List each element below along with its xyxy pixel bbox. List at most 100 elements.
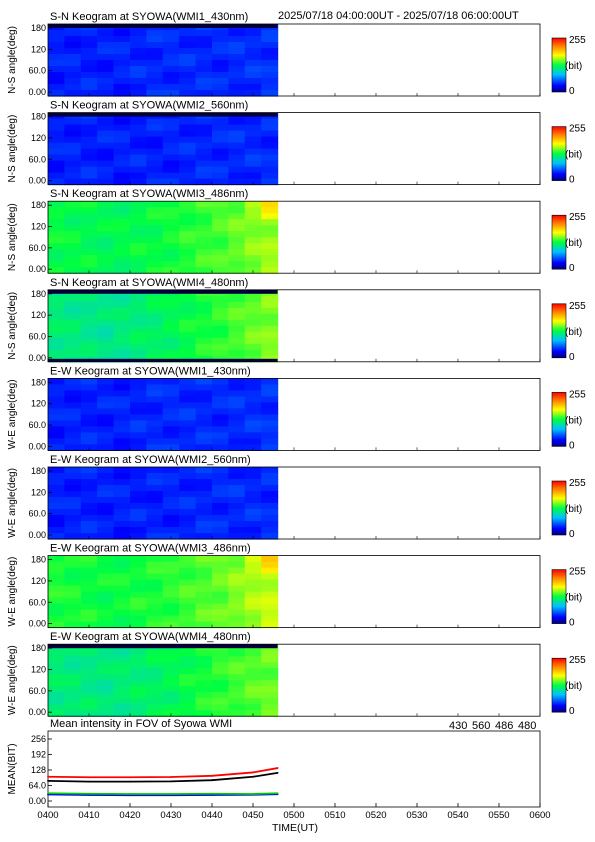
keogram-cell: [80, 60, 98, 67]
keogram-cell: [244, 66, 262, 73]
keogram-cell: [179, 396, 197, 403]
keogram-cell: [261, 561, 279, 569]
keogram-cell: [97, 60, 115, 67]
keogram-cell: [64, 704, 82, 711]
keogram-cell: [195, 432, 213, 439]
keogram-cell: [130, 60, 147, 67]
keogram-cell: [64, 78, 82, 85]
keogram-cell: [48, 473, 65, 480]
keogram-cell: [80, 267, 98, 274]
keogram-ytick-label: 0.00: [28, 87, 46, 97]
keogram-cell: [97, 698, 115, 705]
keogram-cell: [97, 432, 115, 439]
keogram-cell: [48, 561, 65, 569]
keogram-cell: [195, 201, 213, 208]
series-point-480: [129, 780, 131, 783]
keogram-cell: [212, 686, 229, 693]
series-point-480: [211, 779, 213, 782]
keogram-cell: [97, 662, 115, 669]
keogram-cell: [179, 237, 197, 244]
keogram-cell: [80, 503, 98, 510]
keogram-cell: [195, 561, 213, 569]
keogram-cell: [228, 656, 246, 663]
keogram-cell: [195, 301, 213, 309]
keogram-cell: [195, 319, 213, 327]
keogram-cell: [113, 130, 131, 138]
keogram-cell: [261, 485, 279, 492]
keogram-cell: [179, 231, 197, 238]
keogram-cell: [261, 166, 279, 174]
keogram-cell: [113, 414, 131, 421]
keogram-cell: [261, 130, 279, 138]
keogram-cell: [48, 573, 65, 581]
keogram-cell: [162, 609, 180, 617]
keogram-cell: [244, 515, 262, 522]
keogram-cell: [48, 307, 65, 315]
keogram-cell: [80, 390, 98, 397]
keogram-cell: [162, 668, 180, 675]
keogram-cell: [64, 444, 82, 451]
keogram-cell: [64, 42, 82, 49]
keogram-cell: [244, 698, 262, 705]
keogram-cell: [64, 384, 82, 391]
keogram-cell: [228, 118, 246, 126]
keogram-title: S-N Keogram at SYOWA(WMI4_480nm): [50, 277, 248, 289]
keogram-cell: [80, 231, 98, 238]
keogram-cell: [228, 597, 246, 605]
keogram-cell: [212, 319, 229, 327]
keogram-cell: [130, 432, 147, 439]
keogram-cell: [261, 349, 279, 357]
keogram-cell: [146, 255, 164, 262]
keogram-cell: [228, 42, 246, 49]
keogram-cell: [195, 84, 213, 91]
keogram-cell: [80, 243, 98, 250]
keogram-panels: S-N Keogram at SYOWA(WMI1_430nm) 180 120 60…: [7, 11, 586, 717]
keogram-cell: [228, 307, 246, 315]
keogram-cell: [48, 384, 65, 391]
keogram-cell: [113, 597, 131, 605]
keogram-ylabel: W-E angle(deg): [7, 645, 18, 715]
keogram-cell: [228, 231, 246, 238]
keogram-cell: [195, 585, 213, 593]
keogram-cell: [64, 148, 82, 156]
keogram-cell: [113, 60, 131, 67]
keogram-cell: [179, 467, 197, 474]
keogram-cell: [261, 136, 279, 144]
keogram-cell: [64, 414, 82, 421]
keogram-cell: [113, 467, 131, 474]
keogram-cell: [130, 307, 147, 315]
keogram-cell: [64, 261, 82, 268]
keogram-cell: [80, 527, 98, 534]
keogram-cell: [48, 90, 65, 97]
keogram-cell: [113, 491, 131, 498]
keogram-cell: [146, 225, 164, 232]
keogram-cell: [261, 444, 279, 451]
keogram-cell: [179, 674, 197, 681]
keogram-cell: [113, 213, 131, 220]
keogram-cell: [130, 491, 147, 498]
keogram-cell: [195, 160, 213, 168]
keogram-cell: [244, 30, 262, 37]
keogram-cell: [228, 402, 246, 409]
keogram-cell: [162, 313, 180, 321]
keogram-cell: [80, 148, 98, 156]
keogram-cell: [261, 432, 279, 439]
keogram-cell: [97, 343, 115, 351]
keogram-ytick-label: 120: [31, 222, 46, 232]
keogram-cell: [179, 349, 197, 357]
keogram-cell: [97, 402, 115, 409]
keogram-cell: [97, 479, 115, 486]
keogram-cell: [48, 621, 65, 629]
keogram-cell: [179, 567, 197, 575]
keogram-cell: [244, 603, 262, 611]
keogram-cell: [113, 30, 131, 37]
keogram-cell: [97, 48, 115, 55]
keogram-cell: [162, 337, 180, 345]
keogram-cell: [244, 662, 262, 669]
keogram-cell: [179, 515, 197, 522]
keogram-cell: [113, 384, 131, 391]
keogram-cell: [228, 72, 246, 79]
keogram-cell: [97, 527, 115, 534]
keogram-cell: [80, 178, 98, 186]
keogram-cell: [48, 178, 65, 186]
